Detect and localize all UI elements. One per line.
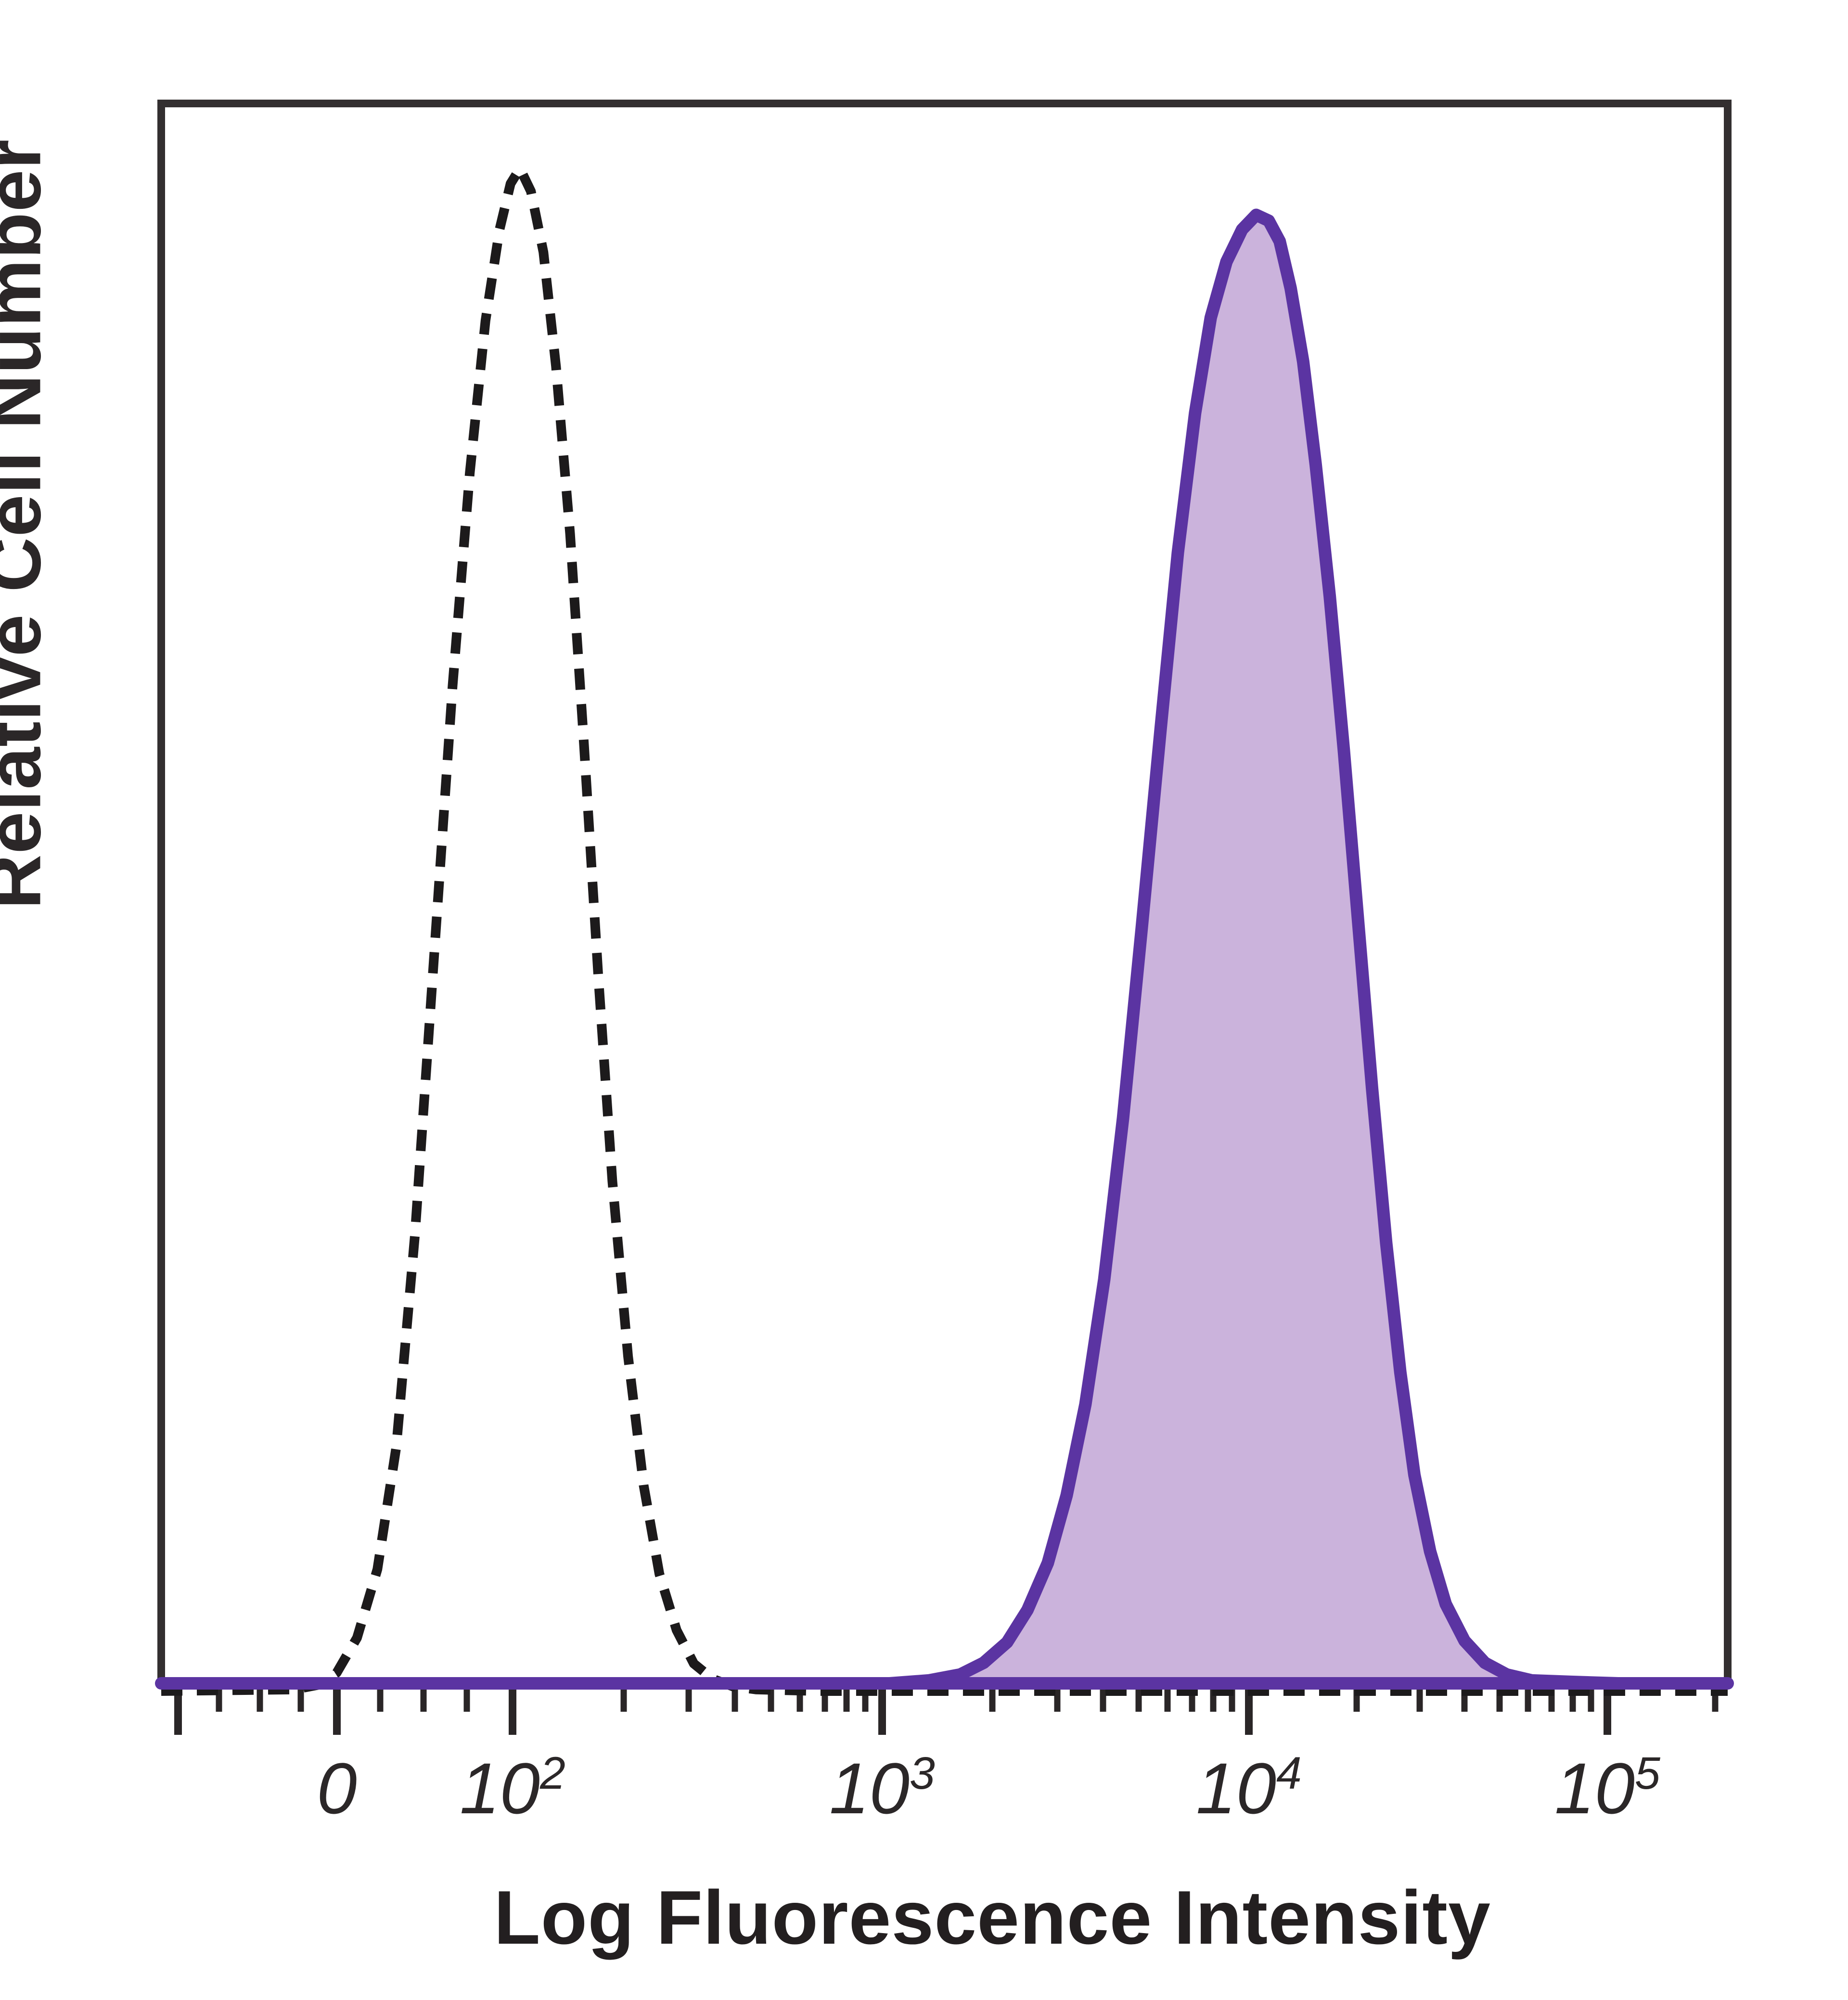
stained-sample-curve	[155, 208, 1734, 1690]
x-axis-tick-label: 105	[1554, 1748, 1660, 1829]
y-axis-title: Relative Cell Number	[0, 139, 57, 910]
x-axis-tick-label: 103	[829, 1748, 935, 1829]
x-axis-title: Log Fluorescence Intensity	[494, 1875, 1491, 1960]
plot-frame	[157, 100, 1732, 1686]
unstained-control-curve	[161, 164, 1728, 1696]
x-axis-tick-label: 0	[317, 1748, 357, 1829]
x-axis-tick-label: 102	[460, 1748, 565, 1829]
x-axis-tick-label: 104	[1196, 1748, 1302, 1829]
